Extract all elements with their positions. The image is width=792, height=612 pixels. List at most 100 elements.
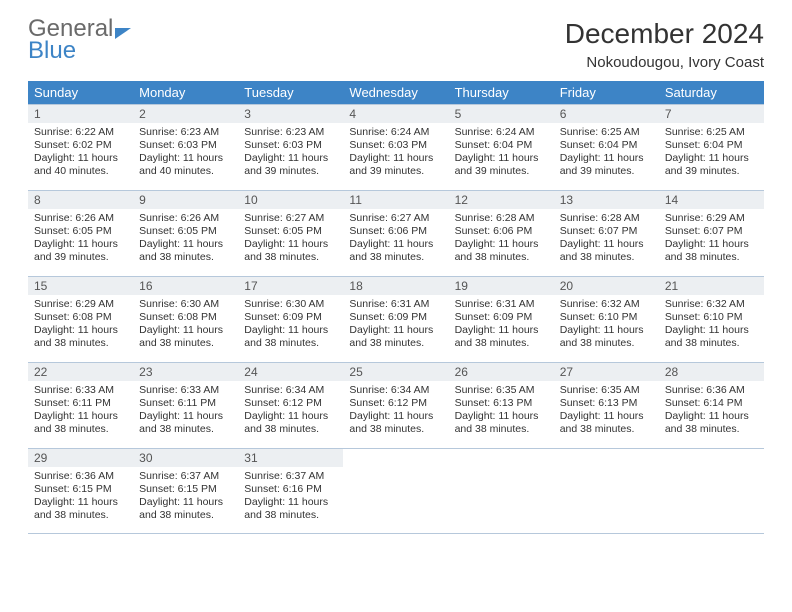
day-number: 28 bbox=[659, 363, 764, 381]
day-details: Sunrise: 6:24 AMSunset: 6:04 PMDaylight:… bbox=[449, 123, 554, 183]
calendar-week-row: 29Sunrise: 6:36 AMSunset: 6:15 PMDayligh… bbox=[28, 448, 764, 534]
day-number: 31 bbox=[238, 449, 343, 467]
calendar-cell: 12Sunrise: 6:28 AMSunset: 6:06 PMDayligh… bbox=[449, 190, 554, 276]
sunrise-text: Sunrise: 6:32 AM bbox=[665, 298, 758, 311]
daylight-text: Daylight: 11 hours and 38 minutes. bbox=[455, 238, 548, 264]
day-header: Friday bbox=[554, 81, 659, 104]
sunset-text: Sunset: 6:08 PM bbox=[34, 311, 127, 324]
calendar-cell: 11Sunrise: 6:27 AMSunset: 6:06 PMDayligh… bbox=[343, 190, 448, 276]
sunrise-text: Sunrise: 6:28 AM bbox=[560, 212, 653, 225]
sunrise-text: Sunrise: 6:30 AM bbox=[139, 298, 232, 311]
day-details: Sunrise: 6:30 AMSunset: 6:09 PMDaylight:… bbox=[238, 295, 343, 355]
calendar-cell: 9Sunrise: 6:26 AMSunset: 6:05 PMDaylight… bbox=[133, 190, 238, 276]
day-header: Monday bbox=[133, 81, 238, 104]
sunset-text: Sunset: 6:08 PM bbox=[139, 311, 232, 324]
day-number: 15 bbox=[28, 277, 133, 295]
day-details: Sunrise: 6:37 AMSunset: 6:16 PMDaylight:… bbox=[238, 467, 343, 527]
sunset-text: Sunset: 6:10 PM bbox=[560, 311, 653, 324]
day-number: 6 bbox=[554, 105, 659, 123]
daylight-text: Daylight: 11 hours and 38 minutes. bbox=[455, 324, 548, 350]
sunrise-text: Sunrise: 6:32 AM bbox=[560, 298, 653, 311]
day-details: Sunrise: 6:25 AMSunset: 6:04 PMDaylight:… bbox=[659, 123, 764, 183]
sunset-text: Sunset: 6:13 PM bbox=[560, 397, 653, 410]
sunset-text: Sunset: 6:03 PM bbox=[244, 139, 337, 152]
title-block: December 2024 Nokoudougou, Ivory Coast bbox=[565, 18, 764, 71]
day-details: Sunrise: 6:23 AMSunset: 6:03 PMDaylight:… bbox=[238, 123, 343, 183]
calendar-cell: 7Sunrise: 6:25 AMSunset: 6:04 PMDaylight… bbox=[659, 104, 764, 190]
day-header: Wednesday bbox=[343, 81, 448, 104]
sunrise-text: Sunrise: 6:34 AM bbox=[244, 384, 337, 397]
day-number: 17 bbox=[238, 277, 343, 295]
sunset-text: Sunset: 6:14 PM bbox=[665, 397, 758, 410]
calendar-cell: .. bbox=[659, 448, 764, 534]
day-details: Sunrise: 6:27 AMSunset: 6:06 PMDaylight:… bbox=[343, 209, 448, 269]
day-number: 25 bbox=[343, 363, 448, 381]
calendar-cell: .. bbox=[449, 448, 554, 534]
sunrise-text: Sunrise: 6:29 AM bbox=[34, 298, 127, 311]
sunset-text: Sunset: 6:15 PM bbox=[139, 483, 232, 496]
sunset-text: Sunset: 6:06 PM bbox=[455, 225, 548, 238]
day-header: Tuesday bbox=[238, 81, 343, 104]
day-details: Sunrise: 6:24 AMSunset: 6:03 PMDaylight:… bbox=[343, 123, 448, 183]
day-number: 3 bbox=[238, 105, 343, 123]
day-number: 24 bbox=[238, 363, 343, 381]
calendar-cell: 6Sunrise: 6:25 AMSunset: 6:04 PMDaylight… bbox=[554, 104, 659, 190]
calendar-cell: 4Sunrise: 6:24 AMSunset: 6:03 PMDaylight… bbox=[343, 104, 448, 190]
day-number: 26 bbox=[449, 363, 554, 381]
sunrise-text: Sunrise: 6:33 AM bbox=[34, 384, 127, 397]
daylight-text: Daylight: 11 hours and 38 minutes. bbox=[244, 324, 337, 350]
daylight-text: Daylight: 11 hours and 38 minutes. bbox=[665, 410, 758, 436]
calendar-cell: 23Sunrise: 6:33 AMSunset: 6:11 PMDayligh… bbox=[133, 362, 238, 448]
daylight-text: Daylight: 11 hours and 38 minutes. bbox=[455, 410, 548, 436]
day-header: Thursday bbox=[449, 81, 554, 104]
calendar-cell: 29Sunrise: 6:36 AMSunset: 6:15 PMDayligh… bbox=[28, 448, 133, 534]
day-number: 19 bbox=[449, 277, 554, 295]
day-number: 13 bbox=[554, 191, 659, 209]
sunset-text: Sunset: 6:10 PM bbox=[665, 311, 758, 324]
sunrise-text: Sunrise: 6:22 AM bbox=[34, 126, 127, 139]
day-header: Sunday bbox=[28, 81, 133, 104]
day-details: Sunrise: 6:36 AMSunset: 6:15 PMDaylight:… bbox=[28, 467, 133, 527]
day-header: Saturday bbox=[659, 81, 764, 104]
daylight-text: Daylight: 11 hours and 39 minutes. bbox=[560, 152, 653, 178]
day-details: Sunrise: 6:30 AMSunset: 6:08 PMDaylight:… bbox=[133, 295, 238, 355]
sunset-text: Sunset: 6:13 PM bbox=[455, 397, 548, 410]
calendar-cell: 19Sunrise: 6:31 AMSunset: 6:09 PMDayligh… bbox=[449, 276, 554, 362]
daylight-text: Daylight: 11 hours and 38 minutes. bbox=[34, 324, 127, 350]
daylight-text: Daylight: 11 hours and 38 minutes. bbox=[139, 324, 232, 350]
daylight-text: Daylight: 11 hours and 38 minutes. bbox=[34, 496, 127, 522]
sunrise-text: Sunrise: 6:23 AM bbox=[139, 126, 232, 139]
day-details: Sunrise: 6:28 AMSunset: 6:06 PMDaylight:… bbox=[449, 209, 554, 269]
daylight-text: Daylight: 11 hours and 39 minutes. bbox=[349, 152, 442, 178]
calendar-cell: 26Sunrise: 6:35 AMSunset: 6:13 PMDayligh… bbox=[449, 362, 554, 448]
sunset-text: Sunset: 6:12 PM bbox=[349, 397, 442, 410]
sunset-text: Sunset: 6:07 PM bbox=[560, 225, 653, 238]
day-details: Sunrise: 6:31 AMSunset: 6:09 PMDaylight:… bbox=[343, 295, 448, 355]
sunrise-text: Sunrise: 6:34 AM bbox=[349, 384, 442, 397]
daylight-text: Daylight: 11 hours and 40 minutes. bbox=[139, 152, 232, 178]
calendar-cell: 8Sunrise: 6:26 AMSunset: 6:05 PMDaylight… bbox=[28, 190, 133, 276]
calendar-cell: 28Sunrise: 6:36 AMSunset: 6:14 PMDayligh… bbox=[659, 362, 764, 448]
calendar-week-row: 8Sunrise: 6:26 AMSunset: 6:05 PMDaylight… bbox=[28, 190, 764, 276]
day-number: 14 bbox=[659, 191, 764, 209]
sunrise-text: Sunrise: 6:33 AM bbox=[139, 384, 232, 397]
calendar-cell: 2 Sunrise: 6:23 AMSunset: 6:03 PMDaylight… bbox=[133, 104, 238, 190]
calendar-cell: .. bbox=[343, 448, 448, 534]
sunset-text: Sunset: 6:11 PM bbox=[139, 397, 232, 410]
day-number: 2 bbox=[133, 105, 238, 123]
calendar-week-row: 15Sunrise: 6:29 AMSunset: 6:08 PMDayligh… bbox=[28, 276, 764, 362]
sunrise-text: Sunrise: 6:30 AM bbox=[244, 298, 337, 311]
sunset-text: Sunset: 6:07 PM bbox=[665, 225, 758, 238]
sunrise-text: Sunrise: 6:37 AM bbox=[139, 470, 232, 483]
sunset-text: Sunset: 6:03 PM bbox=[139, 139, 232, 152]
daylight-text: Daylight: 11 hours and 38 minutes. bbox=[244, 410, 337, 436]
sunset-text: Sunset: 6:02 PM bbox=[34, 139, 127, 152]
day-details: Sunrise: 6:32 AMSunset: 6:10 PMDaylight:… bbox=[554, 295, 659, 355]
calendar-cell: 13Sunrise: 6:28 AMSunset: 6:07 PMDayligh… bbox=[554, 190, 659, 276]
day-details: Sunrise: 6:33 AMSunset: 6:11 PMDaylight:… bbox=[28, 381, 133, 441]
logo-triangle-icon bbox=[115, 28, 131, 39]
daylight-text: Daylight: 11 hours and 38 minutes. bbox=[139, 238, 232, 264]
calendar-cell: 21Sunrise: 6:32 AMSunset: 6:10 PMDayligh… bbox=[659, 276, 764, 362]
calendar-cell: 22Sunrise: 6:33 AMSunset: 6:11 PMDayligh… bbox=[28, 362, 133, 448]
sunrise-text: Sunrise: 6:24 AM bbox=[455, 126, 548, 139]
